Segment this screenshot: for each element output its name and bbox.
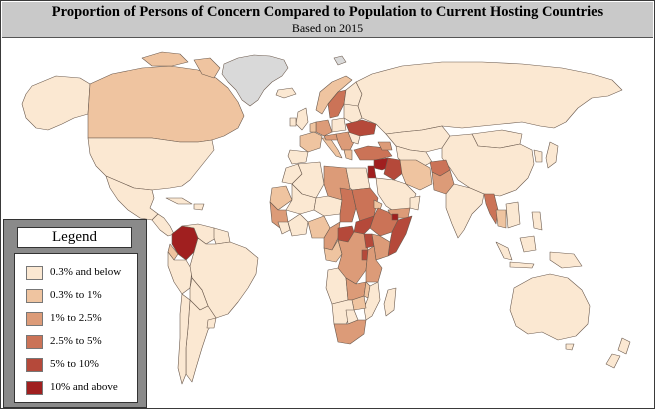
map-title: Proportion of Persons of Concern Compare… — [51, 4, 604, 20]
legend-label: 2.5% to 5% — [50, 335, 102, 347]
region-oman — [409, 195, 421, 211]
region-hispaniola — [193, 203, 205, 211]
world-map — [21, 51, 631, 385]
region-japan — [545, 141, 559, 169]
region-arctic-islands — [141, 51, 189, 67]
region-germany — [315, 119, 333, 137]
region-indochina — [505, 201, 521, 229]
region-guianas — [213, 227, 231, 245]
region-poland — [331, 117, 347, 133]
region-myanmar — [483, 193, 499, 225]
region-new-guinea — [549, 251, 583, 269]
legend-label: 0.3% and below — [50, 266, 122, 278]
region-mali — [285, 183, 317, 215]
region-djibouti — [391, 213, 399, 221]
region-spain — [287, 149, 309, 165]
region-australia — [509, 273, 591, 341]
region-java — [509, 261, 535, 269]
region-ivory-ghana — [287, 213, 309, 237]
map-subtitle: Based on 2015 — [291, 21, 364, 35]
region-argentina — [185, 299, 217, 383]
legend-swatch — [26, 335, 43, 349]
region-svalbard — [333, 55, 347, 66]
legend-swatch — [26, 289, 43, 303]
region-peru — [167, 251, 193, 295]
region-iraq — [383, 157, 405, 181]
region-venezuela — [181, 223, 217, 245]
region-tanzania — [365, 245, 383, 283]
legend-label: 5% to 10% — [50, 358, 99, 370]
region-mauritania — [269, 185, 293, 211]
region-guinea — [277, 221, 291, 235]
region-chile — [177, 293, 191, 385]
title-bar: Proportion of Persons of Concern Compare… — [2, 2, 653, 38]
region-india — [445, 183, 485, 239]
region-iceland — [275, 87, 297, 99]
region-uruguay — [206, 317, 217, 329]
legend-swatch — [26, 266, 43, 280]
legend-swatch — [26, 358, 43, 372]
region-philippines — [531, 211, 543, 231]
region-tasmania — [565, 343, 575, 351]
region-new-zealand-south — [605, 353, 621, 369]
region-benelux — [309, 121, 317, 133]
region-niger — [313, 195, 343, 217]
legend-label: 1% to 2.5% — [50, 312, 102, 324]
region-borneo — [519, 235, 537, 253]
region-ireland — [289, 117, 297, 127]
region-greece — [343, 149, 353, 161]
region-iran — [399, 159, 433, 191]
region-alaska — [21, 75, 91, 131]
legend-box: Legend 0.3% and below 0.3% to 1% 1% to 2… — [3, 219, 147, 408]
region-france — [299, 131, 323, 153]
region-usa — [87, 137, 215, 191]
region-russia — [355, 61, 623, 135]
region-central-america — [151, 213, 175, 237]
region-korea — [533, 149, 543, 163]
region-madagascar — [383, 287, 397, 317]
region-sumatra — [495, 241, 513, 261]
region-romania — [347, 131, 361, 145]
legend-swatch — [26, 381, 43, 395]
region-mozambique — [363, 281, 381, 321]
region-south-africa — [333, 319, 367, 345]
region-caucasus — [377, 141, 393, 151]
region-canada — [87, 65, 245, 143]
legend-title: Legend — [17, 227, 132, 248]
region-cuba — [165, 197, 193, 205]
region-greenland — [221, 54, 289, 107]
region-south-sudan — [353, 215, 375, 235]
region-uk — [295, 107, 309, 131]
legend-panel: 0.3% and below 0.3% to 1% 1% to 2.5% 2.5… — [14, 253, 138, 403]
region-baffin — [193, 57, 221, 79]
legend-swatch — [26, 312, 43, 326]
legend-label: 0.3% to 1% — [50, 289, 102, 301]
legend-label: 10% and above — [50, 381, 118, 393]
region-new-zealand — [617, 337, 631, 355]
region-thailand — [495, 209, 507, 229]
region-egypt — [345, 167, 371, 191]
